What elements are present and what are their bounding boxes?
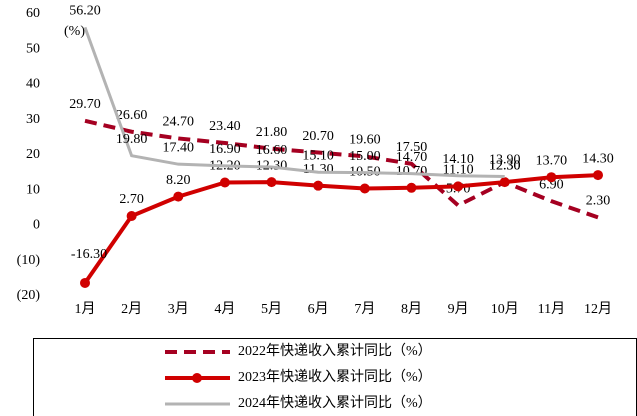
value-label: 13.70 <box>536 153 568 168</box>
point-marker <box>80 277 90 288</box>
value-label: 24.70 <box>163 115 195 130</box>
point-marker <box>219 177 230 188</box>
legend-marker <box>192 373 202 383</box>
value-label: 2.70 <box>119 192 144 207</box>
x-tick-label: 5月 <box>261 301 282 317</box>
legend-label: 2023年快递收入累计同比（%） <box>238 369 432 385</box>
series-line <box>84 118 599 220</box>
x-tick-label: 10月 <box>491 301 519 317</box>
value-label: 17.40 <box>163 140 195 155</box>
point-marker <box>453 181 464 192</box>
value-label: 15.10 <box>302 148 334 163</box>
y-tick-label: (10) <box>17 253 41 268</box>
value-label: 6.90 <box>539 177 564 192</box>
value-label: 17.50 <box>396 140 428 155</box>
value-label: 14.10 <box>442 152 474 167</box>
point-marker <box>313 180 324 191</box>
value-label: 14.30 <box>582 151 614 166</box>
legend-label: 2024年快递收入累计同比（%） <box>238 395 432 411</box>
x-tick-label: 4月 <box>214 301 235 317</box>
y-tick-label: 40 <box>26 77 40 92</box>
x-tick-label: 11月 <box>538 301 565 317</box>
value-label: 23.40 <box>209 119 241 134</box>
x-tick-label: 2月 <box>121 301 142 317</box>
x-tick-label: 3月 <box>168 301 189 317</box>
x-tick-label: 6月 <box>308 301 329 317</box>
x-tick-label: 1月 <box>75 301 96 317</box>
x-tick-label: 12月 <box>584 301 612 317</box>
value-label: 13.90 <box>489 153 521 168</box>
value-label: 16.60 <box>256 143 288 158</box>
value-label: 14.70 <box>396 150 428 165</box>
y-tick-label: 10 <box>26 182 40 197</box>
value-label: 26.60 <box>116 108 148 123</box>
series-line <box>83 173 599 285</box>
point-marker <box>359 183 370 194</box>
value-label: 19.60 <box>349 133 381 148</box>
point-marker <box>406 182 417 193</box>
y-tick-label: 60 <box>26 6 40 21</box>
x-tick-label: 9月 <box>448 301 469 317</box>
x-tick-label: 7月 <box>354 301 375 317</box>
value-label: 16.90 <box>209 142 241 157</box>
value-label: -16.30 <box>71 247 107 262</box>
value-label: 11.10 <box>443 163 474 178</box>
value-label: 21.80 <box>256 125 288 140</box>
value-label: 15.00 <box>349 149 381 164</box>
value-label: 10.70 <box>396 164 428 179</box>
value-label: 19.80 <box>116 132 148 147</box>
legend-label: 2022年快递收入累计同比（%） <box>238 343 432 359</box>
point-marker <box>126 210 137 221</box>
y-tick-label: 0 <box>33 218 40 233</box>
value-label: 29.70 <box>69 97 101 112</box>
unit-annotation: (%) <box>64 24 85 39</box>
point-marker <box>546 172 557 183</box>
x-tick-label: 8月 <box>401 301 422 317</box>
point-marker <box>173 191 184 202</box>
value-label: 12.30 <box>489 158 521 173</box>
series-line <box>83 26 505 179</box>
value-label: 2.30 <box>586 194 611 209</box>
y-tick-label: 50 <box>26 41 40 56</box>
value-label: 56.20 <box>69 4 101 19</box>
point-marker <box>593 170 603 181</box>
value-label: 8.20 <box>166 173 191 188</box>
point-marker <box>266 177 277 188</box>
value-label: 11.30 <box>303 162 334 177</box>
value-label: 20.70 <box>302 129 334 144</box>
y-tick-label: 30 <box>26 112 40 127</box>
y-tick-label: (20) <box>17 288 41 303</box>
point-marker <box>499 177 510 188</box>
y-tick-label: 20 <box>26 147 40 162</box>
value-label: 12.30 <box>489 158 521 173</box>
